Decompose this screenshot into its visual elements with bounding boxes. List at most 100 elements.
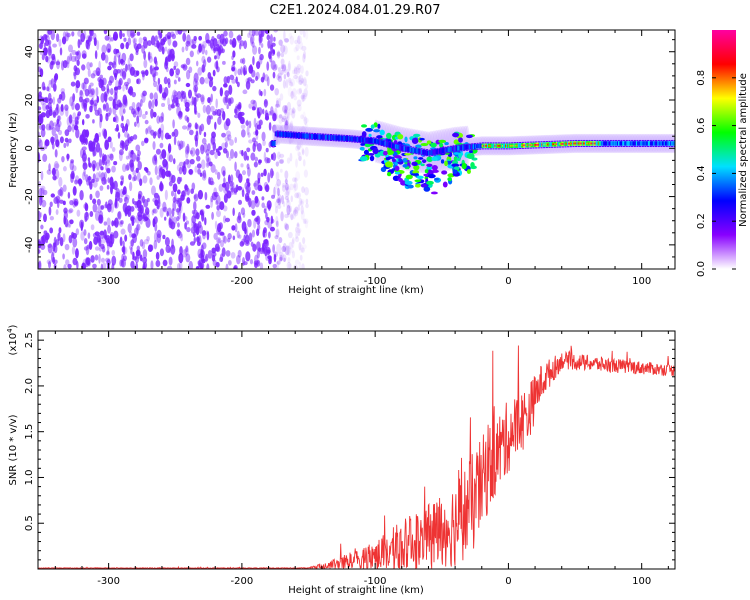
spectrogram-band-edge	[316, 139, 319, 141]
spectrogram-noise-cell	[64, 137, 69, 143]
spectrogram-band-peak	[482, 144, 485, 147]
spectrogram-noise-cell	[243, 150, 248, 161]
spectrogram-noise-cell	[130, 238, 134, 247]
spectrogram-noise-cell	[58, 176, 63, 187]
spectrogram-noise-cell	[190, 188, 195, 194]
spectrogram-noise-cell	[69, 219, 74, 225]
spectrogram-noise-cell	[287, 63, 292, 73]
spectrogram-noise-cell	[280, 44, 286, 53]
spectrogram-noise-cell	[277, 75, 283, 83]
spectrogram-band-cell	[661, 141, 664, 146]
spectrogram-band-cell	[475, 144, 478, 149]
spectrogram-noise-cell	[176, 216, 180, 222]
spectrogram-band-edge	[489, 142, 492, 144]
spectrogram-band-edge	[497, 148, 500, 150]
spectrogram-noise-cell	[277, 197, 282, 206]
spectrogram-band-peak	[530, 144, 533, 146]
spectrogram-band-peak	[543, 143, 546, 146]
spectrogram-band-cell	[410, 147, 413, 153]
spectrogram-noise-cell	[216, 210, 221, 218]
spectrogram-noise-cell	[204, 77, 210, 84]
spectrogram-noise-cell	[241, 149, 244, 157]
spectrogram-band-peak	[587, 142, 589, 145]
spectrogram-band-edge	[612, 145, 615, 147]
spectrogram-noise-cell	[42, 46, 48, 56]
spectrogram-band-cell	[592, 141, 595, 146]
spectrogram-band-cell	[362, 137, 365, 143]
spectrogram-noise-cell	[209, 38, 214, 49]
spectrogram-band-peak	[570, 142, 572, 145]
spectrogram-noise-cell	[85, 113, 90, 119]
spectrogram-noise-cell	[298, 241, 302, 251]
spectrogram-noise-cell	[71, 31, 75, 37]
spectrogram-area	[38, 30, 675, 269]
spectrogram-band-edge	[575, 145, 578, 147]
spectrogram-band-cell	[383, 141, 386, 147]
spectrogram-noise-cell	[114, 217, 119, 228]
spectrogram-noise-cell	[103, 30, 108, 35]
spectrogram-noise-cell	[204, 217, 207, 226]
spectrogram-noise-cell	[59, 136, 64, 144]
spectrogram-noise-cell	[142, 175, 148, 184]
spectrogram-band-peak	[526, 144, 529, 147]
spectrogram-band-cell	[365, 137, 368, 143]
spectrogram-band-cell	[308, 133, 311, 139]
spectrogram-band-edge	[332, 140, 335, 142]
spectrogram-noise-cell	[82, 171, 86, 181]
spectrogram-noise-cell	[215, 194, 221, 205]
spectrogram-blob	[414, 179, 422, 183]
spectrogram-band-edge	[508, 142, 511, 144]
spectrogram-band-cell	[307, 133, 310, 139]
spectrogram-noise-cell	[112, 116, 116, 122]
spectrogram-band-edge	[524, 147, 527, 149]
spectrogram-band-edge	[628, 145, 631, 147]
spectrogram-noise-cell	[40, 187, 45, 197]
spectrogram-noise-cell	[282, 184, 286, 193]
spectrogram-band-cell	[297, 132, 300, 138]
spectrogram-band-edge	[281, 136, 285, 138]
spectrogram-band-cell	[322, 134, 325, 140]
spectrogram-noise-cell	[255, 129, 259, 136]
spectrogram-noise-cell	[267, 221, 273, 229]
spectrogram-band-peak	[561, 143, 564, 145]
spectrogram-band-cell	[544, 142, 547, 147]
spectrogram-noise-cell	[275, 229, 280, 238]
spectrogram-noise-cell	[250, 34, 255, 45]
spectrogram-band-cell	[327, 134, 330, 140]
spectrogram-band-edge	[673, 139, 675, 141]
spectrogram-noise-cell	[269, 256, 272, 262]
spectrogram-noise-cell	[88, 175, 91, 186]
spectrogram-noise-cell	[167, 207, 172, 216]
spectrogram-noise-cell	[167, 143, 172, 154]
spectrogram-noise-cell	[129, 135, 134, 142]
spectrogram-noise-cell	[126, 163, 130, 171]
spectrogram-band-cell	[398, 145, 401, 151]
spectrogram-noise-cell	[81, 146, 87, 151]
spectrogram-band-peak	[545, 143, 548, 146]
spectrogram-noise-cell	[144, 138, 149, 144]
spectrogram-band-peak	[573, 142, 575, 145]
spectrogram-band-edge	[660, 145, 663, 147]
spectrogram-band-cell	[356, 136, 359, 142]
spectrogram-band-edge	[673, 145, 675, 147]
spectrogram-noise-cell	[40, 112, 46, 118]
spectrogram-noise-cell	[62, 184, 67, 192]
spectrogram-noise-cell	[129, 181, 133, 192]
spectrogram-noise-cell	[72, 198, 77, 208]
spectrogram-noise-cell	[273, 30, 278, 33]
spectrogram-noise-cell	[228, 84, 233, 96]
spectrogram-noise-cell	[290, 213, 294, 221]
spectrogram-noise-cell	[164, 237, 170, 247]
spectrogram-noise-cell	[173, 65, 177, 71]
spectrogram-noise-cell	[285, 116, 289, 126]
spectrogram-band-cell	[600, 141, 603, 146]
spectrogram-noise-cell	[281, 115, 287, 120]
spectrogram-band-cell	[625, 141, 628, 146]
spectrogram-noise-cell	[118, 197, 123, 203]
spectrogram-band-cell	[608, 141, 611, 146]
spectrogram-band-edge	[537, 147, 540, 149]
spectrogram-blob	[398, 158, 402, 163]
spectrogram-band-cell	[617, 141, 620, 146]
spectrogram-noise-cell	[206, 115, 211, 126]
spectrogram-noise-cell	[122, 102, 125, 108]
